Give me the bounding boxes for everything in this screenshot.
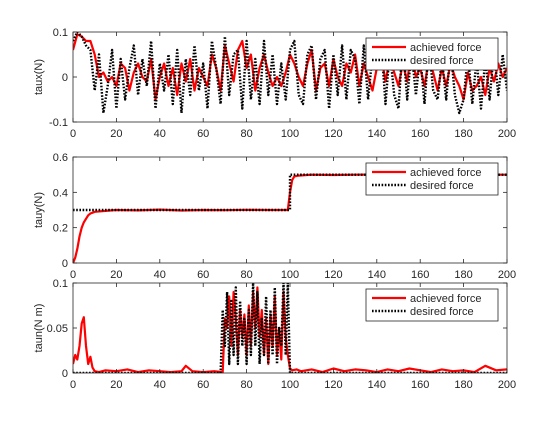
legend-label: desired force bbox=[410, 306, 474, 318]
x-tick-label: 160 bbox=[411, 269, 429, 281]
series-line-achieved bbox=[73, 33, 507, 101]
y-tick-label: 0.2 bbox=[53, 223, 68, 235]
y-tick-label: 0.6 bbox=[53, 152, 68, 164]
x-tick-label: 160 bbox=[411, 379, 429, 391]
x-tick-label: 100 bbox=[281, 128, 299, 140]
x-tick-label: 40 bbox=[154, 379, 166, 391]
subplot-2: 0 20 40 60 80 100 120 140 160 180 200 0 0.2 0.4 0.6 tau… bbox=[33, 152, 516, 281]
x-tick-label: 140 bbox=[368, 269, 386, 281]
y-axis-label: taux(N) bbox=[33, 59, 45, 95]
y-tick-label: 0 bbox=[62, 72, 68, 84]
series-line-desired bbox=[73, 283, 507, 373]
legend-box bbox=[365, 37, 499, 71]
x-tick-label: 80 bbox=[240, 379, 252, 391]
legend-box bbox=[365, 288, 499, 322]
subplot-1: 0 20 40 60 80 100 120 140 160 180 200-0.100.1taux(… bbox=[33, 27, 516, 140]
x-tick-label: 0 bbox=[70, 128, 76, 140]
legend-label: achieved force bbox=[410, 167, 482, 179]
legend-label: desired force bbox=[410, 180, 474, 192]
x-tick-label: 140 bbox=[368, 128, 386, 140]
x-tick-label: 180 bbox=[454, 128, 472, 140]
x-tick-label: 40 bbox=[154, 128, 166, 140]
y-axis-label: tauy(N) bbox=[33, 192, 45, 228]
y-tick-label: 0 bbox=[62, 258, 68, 270]
x-tick-label: 100 bbox=[281, 379, 299, 391]
x-tick-label: 60 bbox=[197, 379, 209, 391]
legend-label: achieved force bbox=[410, 42, 482, 54]
legend-box bbox=[365, 162, 499, 196]
x-tick-label: 80 bbox=[240, 128, 252, 140]
series-line-desired bbox=[73, 173, 507, 212]
y-axis-label: taun(N m) bbox=[33, 304, 45, 353]
x-tick-label: 160 bbox=[411, 128, 429, 140]
x-tick-label: 180 bbox=[454, 379, 472, 391]
y-tick-label: 0.05 bbox=[47, 323, 68, 335]
y-tick-label: 0 bbox=[62, 368, 68, 380]
x-tick-label: 120 bbox=[324, 128, 342, 140]
x-tick-label: 180 bbox=[454, 269, 472, 281]
x-tick-label: 140 bbox=[368, 379, 386, 391]
x-tick-label: 20 bbox=[110, 379, 122, 391]
x-tick-label: 100 bbox=[281, 269, 299, 281]
y-tick-label: -0.1 bbox=[49, 117, 68, 129]
x-tick-label: 80 bbox=[240, 269, 252, 281]
x-tick-label: 120 bbox=[324, 379, 342, 391]
x-tick-label: 200 bbox=[498, 128, 516, 140]
x-tick-label: 20 bbox=[110, 269, 122, 281]
subplot-3: 0 20 40 60 80 100 120 140 160 180 200 0 0.05 0.1 taun(… bbox=[33, 278, 516, 391]
x-tick-label: 200 bbox=[498, 269, 516, 281]
x-tick-label: 0 bbox=[70, 379, 76, 391]
series-line-desired bbox=[73, 32, 507, 115]
y-tick-label: 0.4 bbox=[53, 187, 68, 199]
x-tick-label: 60 bbox=[197, 128, 209, 140]
x-tick-label: 60 bbox=[197, 269, 209, 281]
x-tick-label: 20 bbox=[110, 128, 122, 140]
series-group bbox=[73, 32, 507, 115]
x-tick-label: 0 bbox=[70, 269, 76, 281]
x-tick-label: 120 bbox=[324, 269, 342, 281]
x-tick-label: 40 bbox=[154, 269, 166, 281]
y-tick-label: 0.1 bbox=[53, 278, 68, 290]
x-tick-label: 200 bbox=[498, 379, 516, 391]
y-tick-label: 0.1 bbox=[53, 27, 68, 39]
legend-label: desired force bbox=[410, 55, 474, 67]
legend-label: achieved force bbox=[410, 293, 482, 305]
series-group bbox=[73, 283, 507, 373]
